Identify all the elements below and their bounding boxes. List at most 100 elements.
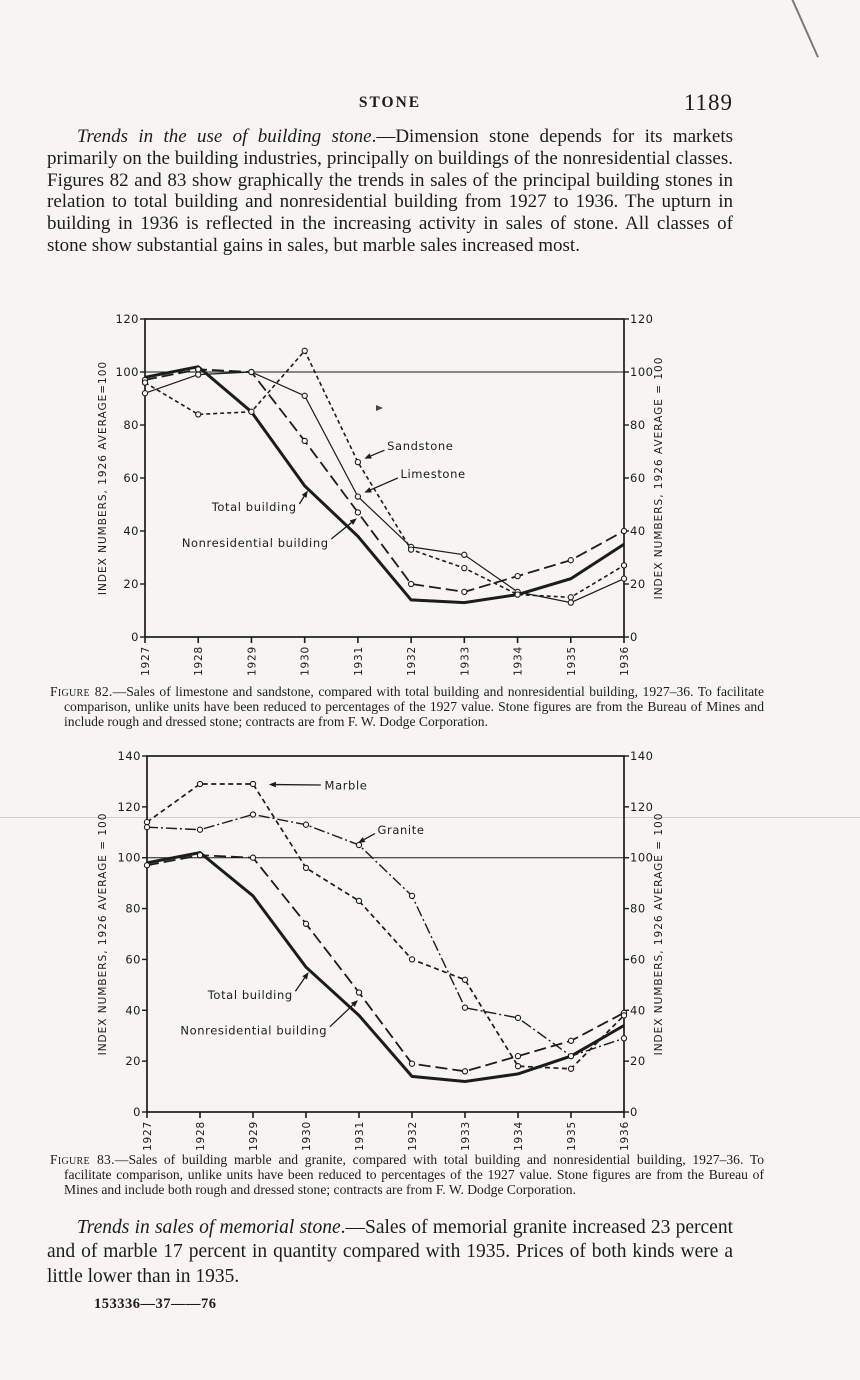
y-tick-label-left: 100 bbox=[118, 851, 141, 865]
series-nonresidential-building-marker bbox=[514, 1052, 522, 1060]
y-tick-label-left: 20 bbox=[123, 577, 139, 591]
x-tick-label: 1930 bbox=[300, 646, 312, 676]
annotation-nonresidential-building-arrowhead bbox=[350, 1000, 358, 1007]
annotation-limestone-arrowhead bbox=[364, 487, 372, 493]
series-nonresidential-building-marker bbox=[514, 572, 521, 580]
figure-82-chart: 0 0 20 20 40 40 60 60 80 80 100 100 120 120 1927 1928 19… bbox=[92, 312, 692, 680]
series-granite-marker bbox=[461, 1004, 469, 1011]
series-nonresidential-building-marker bbox=[567, 557, 574, 564]
y-tick-label-left: 120 bbox=[118, 800, 141, 814]
x-tick-label: 1927 bbox=[140, 646, 152, 676]
annotation-limestone-label: Limestone bbox=[400, 467, 465, 481]
page-header: STONE 1189 bbox=[47, 90, 733, 120]
series-nonresidential-building-marker bbox=[567, 1037, 575, 1044]
figure-83-chart: 0 0 20 20 40 40 60 60 80 80 100 100 120 120 140 140 1927… bbox=[92, 748, 692, 1152]
print-code: 153336—37——76 bbox=[94, 1296, 217, 1312]
series-sandstone-marker bbox=[301, 347, 308, 354]
y-tick-label-left: 80 bbox=[125, 902, 141, 916]
annotation-nonresidential-building-label: Nonresidential building bbox=[180, 1024, 327, 1038]
series-nonresidential-building-line bbox=[144, 368, 625, 593]
series-nonresidential-building-marker bbox=[301, 437, 308, 445]
x-tick-label: 1928 bbox=[195, 1121, 207, 1151]
series-granite-line bbox=[146, 813, 625, 1057]
x-tick-label: 1933 bbox=[460, 1121, 472, 1151]
x-tick-label: 1931 bbox=[354, 1121, 366, 1151]
series-marble-marker bbox=[620, 1012, 628, 1019]
figure-82-caption: Figure 82.—Sales of limestone and sandst… bbox=[50, 684, 764, 730]
x-tick-label: 1929 bbox=[246, 646, 258, 676]
series-marble-line bbox=[146, 783, 625, 1070]
series-limestone-marker bbox=[195, 371, 202, 378]
y-tick-label-right: 60 bbox=[630, 952, 646, 966]
series-nonresidential-building-marker bbox=[461, 1068, 469, 1075]
series-nonresidential-building-marker bbox=[354, 509, 362, 516]
series-nonresidential-building-line bbox=[146, 854, 625, 1073]
series-nonresidential-building-marker bbox=[143, 862, 151, 869]
annotation-total-building-label: Total building bbox=[207, 988, 293, 1002]
y-tick-label-right: 20 bbox=[630, 577, 646, 591]
annotation-nonresidential-building-arrow bbox=[330, 522, 352, 540]
annotation-marble-arrowhead bbox=[268, 781, 276, 788]
scan-artifact-horizontal-line bbox=[0, 817, 860, 818]
series-marble-marker bbox=[143, 818, 151, 826]
x-tick-label: 1928 bbox=[193, 646, 205, 676]
y-tick-label-right: 80 bbox=[630, 418, 646, 432]
y-tick-label-left: 0 bbox=[133, 1105, 141, 1119]
series-nonresidential-building-marker bbox=[461, 588, 468, 596]
series-sandstone-marker bbox=[248, 408, 255, 415]
annotation-total-building-label: Total building bbox=[211, 500, 297, 514]
annotation-nonresidential-building-arrow bbox=[329, 1004, 354, 1028]
scan-artifact-diagonal-line bbox=[791, 0, 819, 58]
x-tick-label: 1930 bbox=[301, 1121, 313, 1151]
y-tick-label-right: 0 bbox=[630, 630, 638, 644]
series-sandstone-marker bbox=[407, 546, 415, 553]
series-granite-marker bbox=[249, 811, 257, 818]
figure-82-svg: 0 0 20 20 40 40 60 60 80 80 100 100 120 120 1927 1928 19… bbox=[97, 312, 665, 676]
annotation-nonresidential-building-arrowhead bbox=[349, 518, 357, 525]
plot-frame bbox=[146, 755, 625, 1113]
lead-dash: .— bbox=[340, 1217, 366, 1238]
series-nonresidential-building-marker bbox=[195, 366, 202, 373]
y-tick-label-left: 40 bbox=[123, 524, 139, 538]
series-sandstone-line bbox=[144, 349, 625, 599]
series-limestone-marker bbox=[301, 392, 308, 399]
figure-83-caption-text: —Sales of building marble and granite, c… bbox=[64, 1152, 764, 1198]
series-granite-marker bbox=[514, 1014, 522, 1022]
annotation-sandstone-arrow bbox=[370, 449, 385, 457]
series-marble-marker bbox=[514, 1063, 522, 1070]
annotation-sandstone-label: Sandstone bbox=[387, 439, 453, 453]
annotation-total-building-arrowhead bbox=[301, 490, 308, 498]
y-tick-label-right: 60 bbox=[630, 471, 646, 485]
y-tick-label-right: 40 bbox=[630, 1003, 646, 1017]
annotation-total-building-arrow bbox=[298, 496, 305, 505]
x-tick-label: 1929 bbox=[248, 1121, 260, 1151]
y-tick-label-left: 100 bbox=[116, 365, 139, 379]
y-tick-label-left: 80 bbox=[123, 418, 139, 432]
series-marble-marker bbox=[567, 1065, 575, 1072]
annotation-granite-arrowhead bbox=[357, 837, 366, 843]
series-sandstone-marker bbox=[461, 564, 468, 572]
y-axis-title-left: INDEX NUMBERS, 1926 AVERAGE=100 bbox=[97, 361, 109, 595]
series-limestone-marker bbox=[141, 390, 149, 397]
y-tick-label-right: 80 bbox=[630, 902, 646, 916]
annotation-total-building-arrowhead bbox=[302, 972, 309, 980]
y-tick-label-left: 140 bbox=[118, 749, 141, 763]
series-limestone-marker bbox=[461, 551, 468, 558]
series-limestone-marker bbox=[248, 368, 255, 376]
x-tick-label: 1935 bbox=[566, 646, 578, 676]
series-nonresidential-building-marker bbox=[196, 852, 204, 859]
x-tick-label: 1934 bbox=[513, 646, 525, 676]
x-tick-label: 1934 bbox=[513, 1121, 525, 1151]
series-marble-marker bbox=[408, 956, 416, 963]
figure-83-caption: Figure 83.—Sales of building marble and … bbox=[50, 1152, 764, 1198]
annotation-marble-label: Marble bbox=[325, 778, 368, 792]
series-marble-marker bbox=[249, 780, 257, 788]
series-granite-marker bbox=[408, 892, 416, 900]
y-tick-label-left: 120 bbox=[116, 312, 139, 326]
y-tick-label-right: 100 bbox=[630, 851, 653, 865]
scan-artifact-smudge bbox=[376, 405, 383, 411]
series-granite-marker bbox=[620, 1035, 628, 1042]
annotation-nonresidential-building-label: Nonresidential building bbox=[182, 536, 329, 550]
y-tick-label-left: 60 bbox=[125, 952, 141, 966]
page-number: 1189 bbox=[683, 90, 733, 115]
